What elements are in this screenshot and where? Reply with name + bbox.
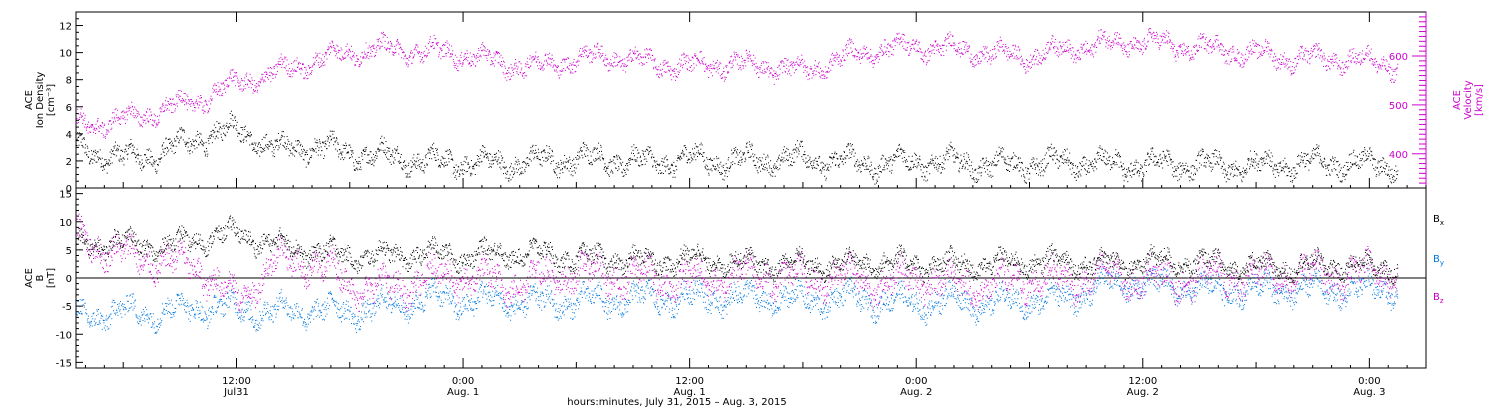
bx-series <box>76 215 1399 286</box>
velocity-tick-label: 500 <box>1389 101 1408 112</box>
density-tick-label: 10 <box>59 49 72 60</box>
density-tick-label: 12 <box>59 22 72 33</box>
ion-density-axis-label: ACE Ion Density [cm⁻³] <box>24 72 57 129</box>
field-tick-label: -15 <box>56 358 72 369</box>
density-tick-label: 6 <box>66 103 72 114</box>
legend-label-bx: Bx <box>1433 214 1444 227</box>
time-tick-label: 0:00 <box>452 376 474 387</box>
time-tick-label: 12:00 <box>675 376 704 387</box>
date-tick-label: Aug. 2 <box>1127 387 1159 398</box>
top-series-layer <box>76 28 1399 185</box>
legend-label-by: By <box>1433 254 1444 267</box>
time-axis-title: hours:minutes, July 31, 2015 – Aug. 3, 2… <box>567 397 786 408</box>
field-tick-label: 10 <box>59 218 72 229</box>
field-tick-label: 0 <box>66 274 72 285</box>
velocity-axis-label: ACE Velocity [km/s] <box>1452 80 1485 119</box>
ion-density-label-line-2: Ion Density <box>35 72 46 129</box>
legend-label-bz: Bz <box>1433 292 1444 305</box>
velocity-tick-label: 400 <box>1389 150 1408 161</box>
field-tick-label: 15 <box>59 190 72 201</box>
velocity-label-line-3: [km/s] <box>1474 84 1485 116</box>
bz-series <box>76 213 1399 313</box>
time-tick-label: 12:00 <box>1128 376 1157 387</box>
legend-subscript: x <box>1440 219 1444 227</box>
date-tick-label: Aug. 2 <box>900 387 932 398</box>
ion-density-label-line-3: [cm⁻³] <box>46 84 57 116</box>
field-tick-label: -10 <box>56 330 72 341</box>
by-series <box>76 264 1399 334</box>
date-tick-label: Aug. 1 <box>674 387 706 398</box>
magnetic-field-label-line-2: B <box>35 274 46 281</box>
density-tick-label: 2 <box>66 157 72 168</box>
density-tick-label: 4 <box>66 130 72 141</box>
date-tick-label: Jul31 <box>223 387 249 398</box>
top-panel: ACE Ion Density [cm⁻³] ACE Velocity [km/… <box>24 11 1485 195</box>
velocity-label-line-1: ACE <box>1452 90 1463 110</box>
legend-base: B <box>1433 254 1440 265</box>
bottom-series-layer <box>76 213 1399 334</box>
ion-density-label-line-1: ACE <box>24 90 35 110</box>
ion-density-ticks: 0 2 4 6 8 10 12 <box>59 18 83 195</box>
magnetic-field-label-line-1: ACE <box>24 268 35 288</box>
velocity-label-line-2: Velocity <box>1463 80 1474 119</box>
legend-base: B <box>1433 214 1440 225</box>
top-panel-frame <box>75 11 1427 189</box>
ion-density-series <box>76 110 1399 185</box>
density-tick-label: 8 <box>66 76 72 87</box>
time-tick-label: 0:00 <box>1358 376 1380 387</box>
field-tick-label: 5 <box>66 246 72 257</box>
time-tick-label: 12:00 <box>222 376 251 387</box>
legend-subscript: y <box>1440 259 1444 267</box>
density-tick-label: 0 <box>66 184 72 195</box>
date-tick-label: Aug. 1 <box>447 387 479 398</box>
legend-subscript: z <box>1440 297 1444 305</box>
velocity-tick-label: 600 <box>1389 52 1408 63</box>
velocity-series <box>76 28 1399 139</box>
time-tick-label: 0:00 <box>905 376 927 387</box>
legend-base: B <box>1433 292 1440 303</box>
magnetic-field-label-line-3: [nT] <box>46 268 57 288</box>
field-tick-label: -5 <box>62 302 72 313</box>
magnetic-field-axis-label: ACE B [nT] <box>24 268 57 288</box>
velocity-ticks: 400 500 600 <box>1389 12 1427 188</box>
date-tick-label: Aug. 3 <box>1353 387 1385 398</box>
